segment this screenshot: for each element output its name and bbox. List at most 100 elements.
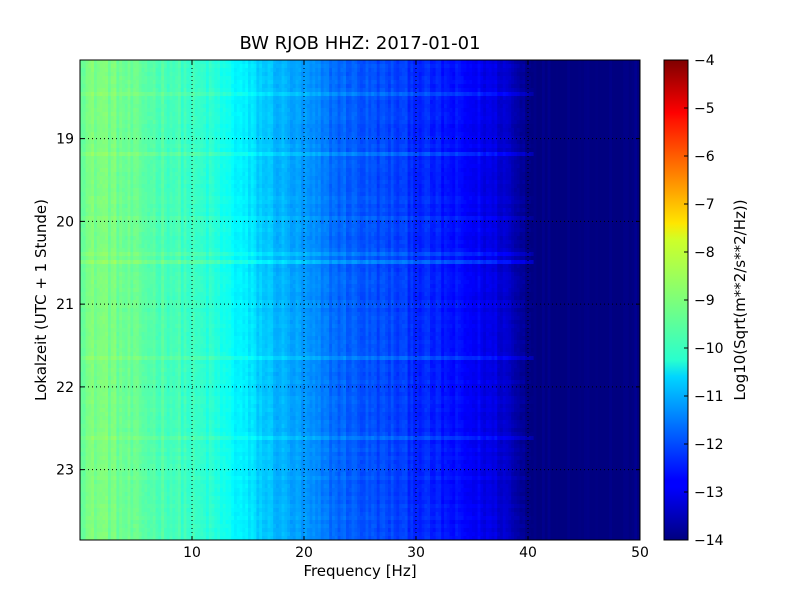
- heatmap-cell: [88, 224, 92, 229]
- heatmap-cell: [178, 112, 182, 117]
- heatmap-cell: [108, 180, 112, 185]
- heatmap-cell: [166, 488, 170, 493]
- heatmap-cell: [96, 360, 100, 365]
- heatmap-cell: [99, 292, 103, 297]
- heatmap-cell: [99, 332, 103, 337]
- heatmap-cell: [192, 216, 196, 221]
- heatmap-cell: [166, 264, 170, 269]
- heatmap-cell: [105, 96, 109, 101]
- heatmap-cell: [82, 68, 86, 73]
- heatmap-cell: [166, 436, 170, 441]
- heatmap-cell: [99, 180, 103, 185]
- heatmap-cell: [122, 348, 126, 353]
- heatmap-cell: [108, 532, 112, 537]
- heatmap-cell: [113, 280, 117, 285]
- heatmap-cell: [161, 444, 165, 449]
- heatmap-cell: [189, 96, 193, 101]
- heatmap-cell: [194, 348, 198, 353]
- heatmap-cell: [144, 508, 148, 513]
- heatmap-cell: [99, 336, 103, 341]
- heatmap-cell: [175, 328, 179, 333]
- heatmap-cell: [169, 152, 173, 157]
- heatmap-cell: [82, 220, 86, 225]
- heatmap-cell: [91, 440, 95, 445]
- heatmap-cell: [124, 212, 128, 217]
- heatmap-cell: [178, 152, 182, 157]
- heatmap-cell: [105, 244, 109, 249]
- heatmap-cell: [113, 380, 117, 385]
- heatmap-cell: [152, 216, 156, 221]
- heatmap-cell: [166, 392, 170, 397]
- heatmap-cell: [161, 132, 165, 137]
- heatmap-cell: [122, 296, 126, 301]
- heatmap-cell: [161, 400, 165, 405]
- heatmap-cell: [152, 496, 156, 501]
- heatmap-cell: [144, 480, 148, 485]
- heatmap-cell: [169, 524, 173, 529]
- heatmap-cell: [172, 528, 176, 533]
- heatmap-cell: [161, 500, 165, 505]
- heatmap-cell: [144, 72, 148, 77]
- heatmap-cell: [138, 244, 142, 249]
- heatmap-cell: [150, 128, 154, 133]
- heatmap-cell: [105, 468, 109, 473]
- heatmap-cell: [164, 516, 168, 521]
- heatmap-cell: [133, 304, 137, 309]
- heatmap-cell: [178, 140, 182, 145]
- heatmap-cell: [88, 448, 92, 453]
- heatmap-cell: [82, 100, 86, 105]
- heatmap-cell: [147, 424, 151, 429]
- heatmap-cell: [178, 368, 182, 373]
- heatmap-cell: [158, 156, 162, 161]
- heatmap-cell: [82, 252, 86, 257]
- heatmap-cell: [133, 416, 137, 421]
- heatmap-cell: [80, 244, 84, 249]
- heatmap-cell: [124, 124, 128, 129]
- heatmap-cell: [113, 168, 117, 173]
- heatmap-cell: [136, 256, 140, 261]
- heatmap-cell: [130, 428, 134, 433]
- heatmap-cell: [180, 272, 184, 277]
- heatmap-cell: [150, 336, 154, 341]
- heatmap-cell: [152, 164, 156, 169]
- heatmap-cell: [161, 316, 165, 321]
- heatmap-cell: [180, 76, 184, 81]
- heatmap-cell: [152, 104, 156, 109]
- heatmap-cell: [166, 528, 170, 533]
- heatmap-cell: [113, 388, 117, 393]
- heatmap-cell: [144, 112, 148, 117]
- heatmap-cell: [116, 500, 120, 505]
- heatmap-cell: [180, 464, 184, 469]
- heatmap-cell: [183, 404, 187, 409]
- heatmap-cell: [94, 220, 98, 225]
- heatmap-cell: [116, 384, 120, 389]
- heatmap-cell: [88, 84, 92, 89]
- heatmap-cell: [108, 64, 112, 69]
- heatmap-cell: [161, 168, 165, 173]
- heatmap-cell: [178, 248, 182, 253]
- heatmap-cell: [150, 208, 154, 213]
- heatmap-cell: [94, 180, 98, 185]
- heatmap-cell: [136, 384, 140, 389]
- heatmap-cell: [178, 240, 182, 245]
- heatmap-cell: [85, 188, 89, 193]
- heatmap-cell: [158, 92, 162, 97]
- heatmap-cell: [164, 236, 168, 241]
- heatmap-cell: [122, 408, 126, 413]
- heatmap-cell: [82, 476, 86, 481]
- heatmap-cell: [141, 300, 145, 305]
- heatmap-cell: [172, 400, 176, 405]
- heatmap-cell: [82, 112, 86, 117]
- heatmap-cell: [150, 152, 154, 157]
- heatmap-cell: [108, 200, 112, 205]
- heatmap-cell: [169, 260, 173, 265]
- heatmap-cell: [119, 380, 123, 385]
- heatmap-cell: [192, 376, 196, 381]
- heatmap-cell: [155, 352, 159, 357]
- heatmap-cell: [161, 128, 165, 133]
- heatmap-cell: [180, 228, 184, 233]
- heatmap-cell: [144, 236, 148, 241]
- heatmap-cell: [94, 64, 98, 69]
- heatmap-cell: [152, 288, 156, 293]
- heatmap-cell: [99, 112, 103, 117]
